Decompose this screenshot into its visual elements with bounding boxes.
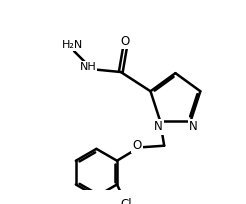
Text: H₂N: H₂N bbox=[62, 40, 83, 50]
Text: O: O bbox=[133, 139, 142, 152]
Text: O: O bbox=[120, 35, 130, 48]
Text: Cl: Cl bbox=[120, 197, 132, 204]
Text: NH: NH bbox=[79, 62, 96, 72]
Text: N: N bbox=[154, 120, 163, 133]
Text: N: N bbox=[189, 120, 198, 133]
